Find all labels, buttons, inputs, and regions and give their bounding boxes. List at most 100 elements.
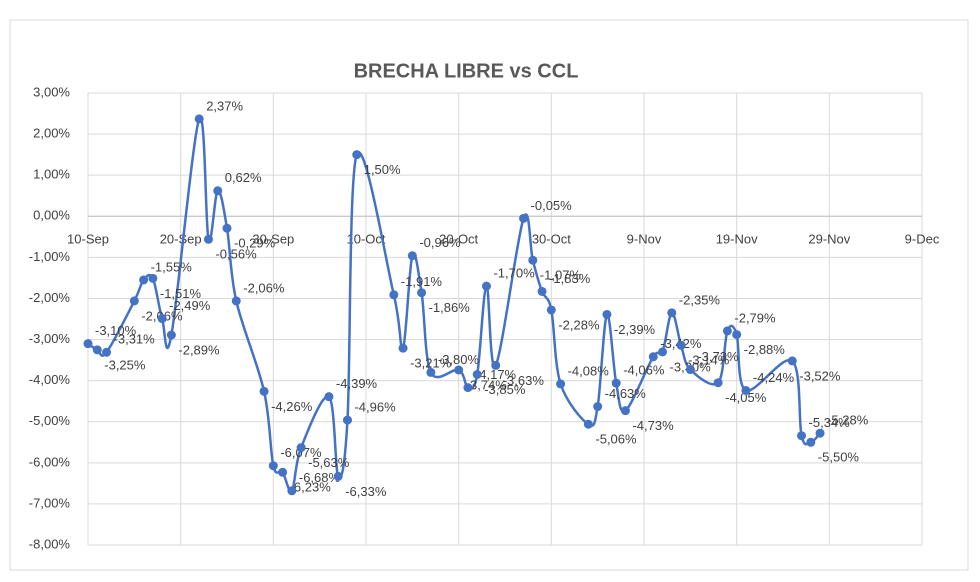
- data-label: -3,73%: [697, 349, 739, 364]
- data-label: -4,26%: [271, 399, 313, 414]
- data-point: [454, 365, 464, 375]
- x-tick-label: 20-Sep: [160, 232, 202, 247]
- data-label: -4,96%: [354, 400, 396, 415]
- data-label: -3,74%: [466, 377, 508, 392]
- data-label: -0,96%: [419, 235, 461, 250]
- data-label: 0,62%: [225, 170, 262, 185]
- data-label: -6,68%: [299, 470, 341, 485]
- data-point: [352, 150, 362, 160]
- data-point: [166, 330, 176, 340]
- y-tick-label: -5,00%: [29, 413, 71, 428]
- data-point: [620, 406, 630, 416]
- data-point: [407, 251, 417, 261]
- data-point: [741, 385, 751, 395]
- data-point: [658, 347, 668, 357]
- data-label: -4,63%: [605, 386, 647, 401]
- data-point: [583, 419, 593, 429]
- data-label: -1,51%: [160, 286, 202, 301]
- data-point: [102, 347, 112, 357]
- data-point: [648, 352, 658, 362]
- data-point: [213, 186, 223, 196]
- data-point: [342, 415, 352, 425]
- data-point: [268, 461, 278, 471]
- data-label: -1,07%: [540, 268, 582, 283]
- x-tick-label: 10-Sep: [67, 232, 109, 247]
- data-point: [722, 326, 732, 336]
- data-point: [83, 339, 93, 349]
- y-tick-label: -1,00%: [29, 249, 71, 264]
- data-label: -3,80%: [438, 352, 480, 367]
- x-tick-label: 29-Nov: [808, 232, 850, 247]
- data-label: -2,79%: [734, 310, 776, 325]
- x-tick-label: 9-Dec: [905, 232, 940, 247]
- data-point: [296, 443, 306, 453]
- data-point: [389, 290, 399, 300]
- y-tick-label: -6,00%: [29, 454, 71, 469]
- data-label: -4,06%: [623, 363, 665, 378]
- data-point: [481, 281, 491, 291]
- data-label: 1,50%: [364, 162, 401, 177]
- data-point: [222, 223, 232, 233]
- data-point: [611, 378, 621, 388]
- data-point: [667, 308, 677, 318]
- data-point: [148, 273, 158, 283]
- data-point: [491, 360, 501, 370]
- data-label: -3,10%: [95, 323, 137, 338]
- data-point: [157, 314, 167, 324]
- data-label: -2,06%: [243, 280, 285, 295]
- data-label: -3,14%: [688, 353, 730, 368]
- data-point: [92, 345, 102, 355]
- y-tick-label: -3,00%: [29, 331, 71, 346]
- data-point: [463, 383, 473, 393]
- data-point: [333, 471, 343, 481]
- y-tick-label: -8,00%: [29, 536, 71, 551]
- x-tick-label: 30-Sep: [252, 232, 294, 247]
- data-label: -4,05%: [725, 390, 767, 405]
- y-tick-label: -2,00%: [29, 290, 71, 305]
- data-point: [602, 309, 612, 319]
- data-label: -5,06%: [595, 432, 637, 447]
- data-point: [417, 288, 427, 298]
- data-label: -3,52%: [799, 368, 841, 383]
- data-label: -1,83%: [549, 271, 591, 286]
- data-label: -5,28%: [827, 413, 869, 428]
- data-point: [546, 305, 556, 315]
- data-label: -2,88%: [744, 342, 786, 357]
- x-tick-label: 9-Nov: [627, 232, 662, 247]
- y-tick-label: 0,00%: [33, 208, 70, 223]
- data-point: [537, 286, 547, 296]
- data-label: -4,24%: [753, 370, 795, 385]
- data-point: [129, 296, 139, 306]
- data-label: -2,89%: [178, 342, 220, 357]
- data-label: -3,63%: [503, 373, 545, 388]
- data-label: -6,07%: [280, 445, 322, 460]
- data-label: -2,35%: [679, 292, 721, 307]
- data-point: [528, 255, 538, 265]
- data-label: -4,39%: [336, 376, 378, 391]
- x-tick-label: 19-Nov: [716, 232, 758, 247]
- data-point: [472, 369, 482, 379]
- data-label: -3,31%: [114, 332, 156, 347]
- data-label: -5,50%: [818, 450, 860, 465]
- data-point: [519, 213, 529, 223]
- y-tick-label: 3,00%: [33, 84, 70, 99]
- data-label: -2,39%: [614, 322, 656, 337]
- y-tick-label: -7,00%: [29, 495, 71, 510]
- data-label: 2,37%: [206, 98, 243, 113]
- y-tick-label: 1,00%: [33, 167, 70, 182]
- data-label: -6,33%: [345, 484, 387, 499]
- chart-title: BRECHA LIBRE vs CCL: [354, 60, 579, 82]
- x-tick-label: 10-Oct: [346, 232, 385, 247]
- data-point: [676, 340, 686, 350]
- data-point: [278, 467, 288, 477]
- y-tick-label: -4,00%: [29, 372, 71, 387]
- data-label: -1,86%: [429, 300, 471, 315]
- data-point: [556, 379, 566, 389]
- data-label: -3,85%: [484, 382, 526, 397]
- data-point: [797, 431, 807, 441]
- data-point: [685, 365, 695, 375]
- data-point: [194, 114, 204, 124]
- data-point: [231, 296, 241, 306]
- data-label: -4,17%: [475, 367, 517, 382]
- data-label: -5,63%: [308, 455, 350, 470]
